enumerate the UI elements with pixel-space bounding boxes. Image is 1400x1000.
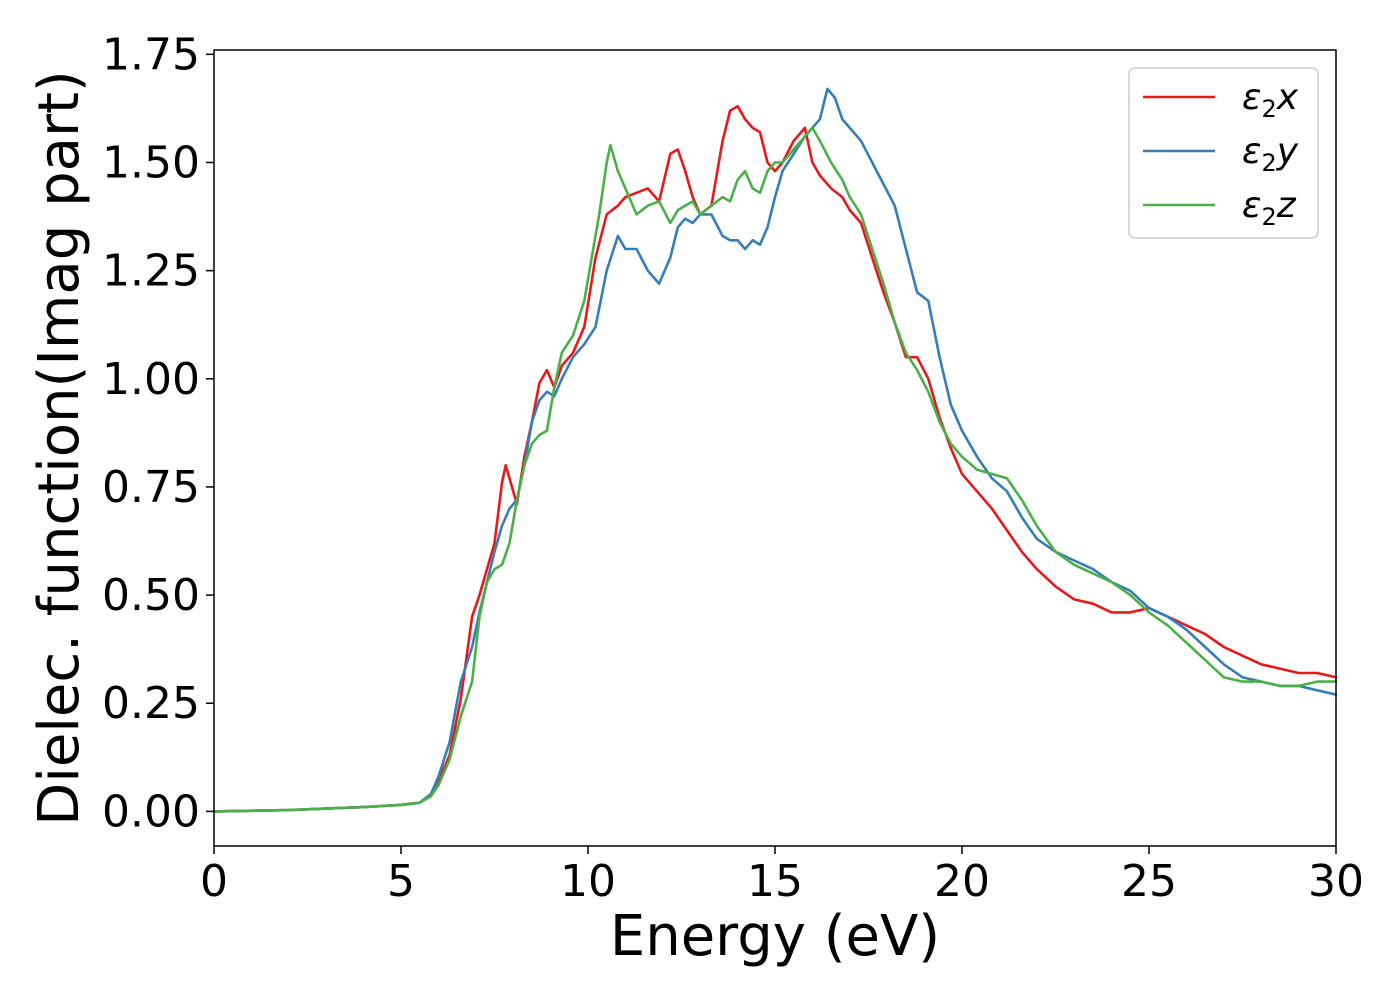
x-tick-label: 0 <box>200 856 228 907</box>
y-tick-label: 0.25 <box>102 678 200 729</box>
x-tick-label: 10 <box>560 856 616 907</box>
y-tick-label: 0.00 <box>102 786 200 837</box>
y-axis: 0.00 0.25 0.50 0.75 1.00 1.25 1.50 1.75 <box>102 29 214 837</box>
legend-label: ε2y <box>1242 131 1299 177</box>
y-axis-label: Dielec. function(Imag part) <box>27 70 92 826</box>
y-tick-label: 0.75 <box>102 462 200 513</box>
x-axis-label: Energy (eV) <box>610 904 940 969</box>
x-tick-label: 15 <box>747 856 803 907</box>
legend: ε2x ε2y ε2z <box>1128 67 1319 239</box>
series-line <box>212 87 1338 813</box>
series-layer <box>212 87 1338 813</box>
y-tick-label: 1.00 <box>102 354 200 405</box>
y-tick-label: 1.75 <box>102 29 200 80</box>
legend-box <box>1128 67 1319 239</box>
x-tick-label: 25 <box>1121 856 1177 907</box>
series-line <box>212 104 1338 813</box>
y-tick-label: 1.25 <box>102 246 200 297</box>
series-line <box>212 126 1338 813</box>
legend-label: ε2x <box>1242 77 1299 123</box>
x-tick-label: 30 <box>1308 856 1364 907</box>
x-tick-label: 20 <box>934 856 990 907</box>
y-tick-label: 0.50 <box>102 570 200 621</box>
x-axis: 0 5 10 15 20 25 30 <box>200 846 1364 907</box>
y-tick-label: 1.50 <box>102 137 200 188</box>
x-tick-label: 5 <box>387 856 415 907</box>
legend-label: ε2z <box>1242 185 1297 231</box>
